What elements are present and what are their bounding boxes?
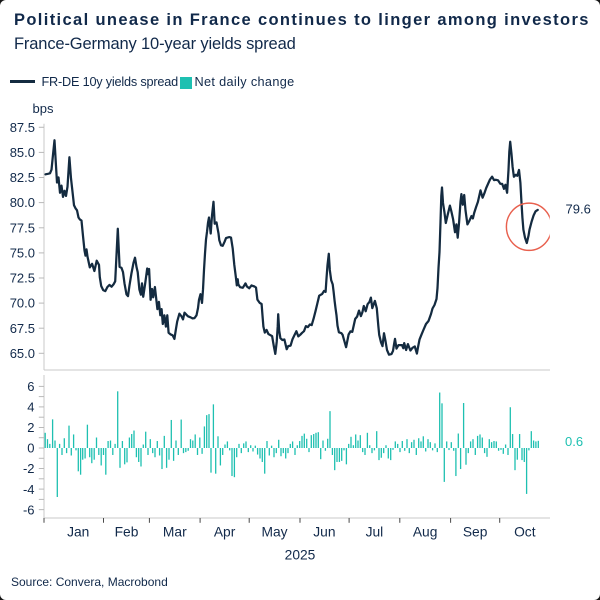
svg-text:-2: -2 — [23, 461, 35, 476]
svg-text:2025: 2025 — [285, 548, 316, 563]
svg-text:80.0: 80.0 — [10, 195, 35, 210]
svg-text:6: 6 — [27, 379, 34, 394]
svg-text:2: 2 — [27, 420, 34, 435]
svg-text:Mar: Mar — [163, 525, 187, 540]
svg-text:Oct: Oct — [514, 525, 536, 540]
svg-text:Feb: Feb — [115, 525, 139, 540]
svg-text:87.5: 87.5 — [10, 120, 35, 135]
svg-text:85.0: 85.0 — [10, 145, 35, 160]
svg-text:75.0: 75.0 — [10, 246, 35, 261]
svg-text:4: 4 — [27, 400, 34, 415]
svg-text:-4: -4 — [23, 482, 35, 497]
svg-text:70.0: 70.0 — [10, 296, 35, 311]
svg-text:0.6: 0.6 — [565, 434, 583, 449]
svg-text:67.5: 67.5 — [10, 321, 35, 336]
svg-text:77.5: 77.5 — [10, 220, 35, 235]
svg-text:Jun: Jun — [313, 525, 335, 540]
svg-text:65.0: 65.0 — [10, 346, 35, 361]
svg-text:Aug: Aug — [413, 525, 438, 540]
svg-text:Sep: Sep — [463, 525, 488, 540]
svg-text:-6: -6 — [23, 502, 35, 517]
svg-text:0: 0 — [27, 441, 34, 456]
svg-text:Jul: Jul — [366, 525, 384, 540]
svg-text:79.6: 79.6 — [566, 202, 591, 217]
svg-text:May: May — [261, 525, 287, 540]
svg-text:82.5: 82.5 — [10, 170, 35, 185]
svg-text:Jan: Jan — [67, 525, 89, 540]
svg-text:Apr: Apr — [214, 525, 236, 540]
svg-text:72.5: 72.5 — [10, 271, 35, 286]
